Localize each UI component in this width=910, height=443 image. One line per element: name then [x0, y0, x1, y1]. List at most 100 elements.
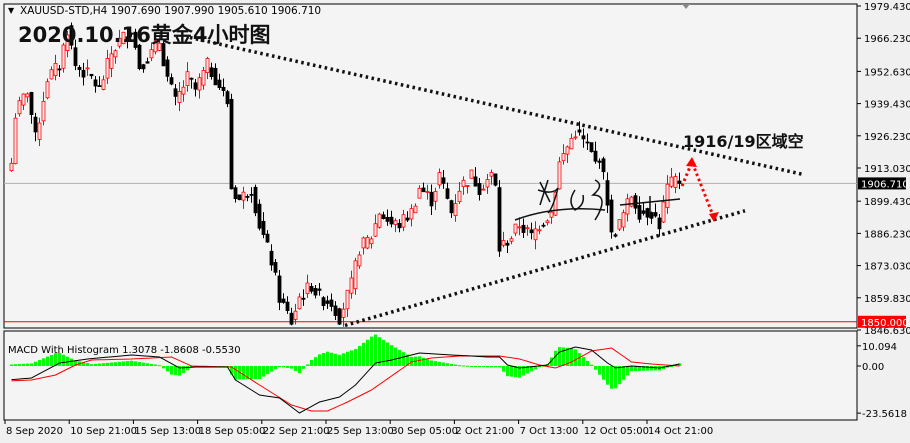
- candle: [581, 128, 586, 148]
- candle-body: [381, 214, 386, 219]
- candle-body: [349, 277, 354, 294]
- candle-body: [137, 44, 142, 69]
- histogram-bar: [602, 366, 605, 380]
- candle-body: [281, 298, 286, 303]
- candle: [57, 64, 62, 77]
- candle: [585, 133, 590, 150]
- candle-body: [657, 217, 662, 230]
- candle: [529, 222, 534, 240]
- histogram-bar: [378, 337, 381, 366]
- candle: [129, 32, 134, 37]
- histogram-bar: [594, 366, 597, 370]
- current-price-tag: [858, 177, 906, 190]
- candle-body: [297, 296, 302, 310]
- histogram-bar: [258, 366, 261, 379]
- candle-body: [489, 172, 494, 177]
- histogram-bar: [162, 366, 165, 369]
- candle-body: [517, 226, 522, 229]
- candle-body: [401, 214, 406, 228]
- histogram-bar: [14, 364, 17, 366]
- candle: [477, 177, 482, 201]
- candle-body: [497, 187, 502, 252]
- price-tick-label: 1899.430: [864, 197, 910, 208]
- time-tick-label: 14 Oct 21:00: [648, 426, 713, 437]
- candle: [29, 91, 34, 124]
- candle-body: [201, 70, 206, 86]
- candle: [333, 301, 338, 321]
- candle-body: [585, 141, 590, 144]
- candle-body: [373, 223, 378, 237]
- candle-body: [161, 43, 166, 67]
- candle-body: [105, 58, 110, 79]
- histogram-bar: [630, 366, 633, 372]
- price-panel[interactable]: [3, 3, 858, 329]
- candle: [353, 257, 358, 295]
- chart-shift-icon[interactable]: [682, 4, 690, 9]
- candle-body: [277, 275, 282, 303]
- candle-body: [377, 213, 382, 228]
- histogram-bar: [30, 363, 33, 366]
- candle: [193, 78, 198, 97]
- candle-body: [157, 42, 162, 51]
- candle-body: [669, 176, 674, 187]
- candle: [205, 56, 210, 80]
- candle-body: [249, 193, 254, 196]
- candle: [169, 73, 174, 86]
- candle: [157, 34, 162, 52]
- price-tick-label: 1913.030: [864, 164, 910, 175]
- candle-body: [593, 150, 598, 162]
- candle: [329, 293, 334, 312]
- macd-tick-label: -23.5618: [862, 409, 907, 420]
- symbol-dropdown-icon[interactable]: ▼: [8, 6, 15, 15]
- candle: [537, 225, 542, 235]
- candle: [653, 203, 658, 218]
- candle: [637, 196, 642, 223]
- histogram-bar: [166, 366, 169, 372]
- histogram-bar: [98, 363, 101, 366]
- candle-body: [369, 238, 374, 245]
- candle-body: [493, 173, 498, 186]
- candle-body: [609, 199, 614, 233]
- histogram-bar: [178, 366, 181, 376]
- histogram-bar: [346, 351, 349, 366]
- candle: [445, 182, 450, 200]
- histogram-bar: [150, 363, 153, 366]
- candle: [197, 73, 202, 99]
- candle-body: [253, 186, 258, 214]
- candle: [385, 209, 390, 226]
- candle: [401, 209, 406, 232]
- candle: [565, 145, 570, 163]
- histogram-bar: [550, 357, 553, 366]
- macd-panel[interactable]: [3, 330, 858, 421]
- candle-body: [117, 37, 122, 47]
- candle-body: [569, 137, 574, 150]
- histogram-bar: [306, 364, 309, 366]
- candle: [505, 240, 510, 253]
- candle: [525, 224, 530, 236]
- histogram-bar: [334, 353, 337, 366]
- histogram-bar: [670, 366, 673, 367]
- candle-body: [109, 53, 114, 69]
- candle: [225, 89, 230, 108]
- candle: [41, 91, 46, 126]
- candle-body: [321, 297, 326, 306]
- candle-body: [25, 93, 30, 98]
- candle: [77, 65, 82, 77]
- candle-body: [145, 61, 150, 64]
- candle: [441, 170, 446, 189]
- histogram-bar: [102, 363, 105, 366]
- histogram-bar: [18, 364, 21, 366]
- time-tick-label: 8 Sep 2020: [6, 426, 63, 437]
- histogram-bar: [438, 361, 441, 366]
- histogram-bar: [518, 366, 521, 378]
- histogram-bar: [62, 354, 65, 366]
- resistance-trendline[interactable]: [189, 35, 803, 176]
- candle-body: [209, 67, 214, 77]
- candle-body: [229, 98, 234, 190]
- histogram-bar: [186, 366, 189, 371]
- candle: [521, 218, 526, 238]
- histogram-bar: [406, 354, 409, 366]
- histogram-bar: [482, 366, 485, 367]
- candle-body: [453, 203, 458, 217]
